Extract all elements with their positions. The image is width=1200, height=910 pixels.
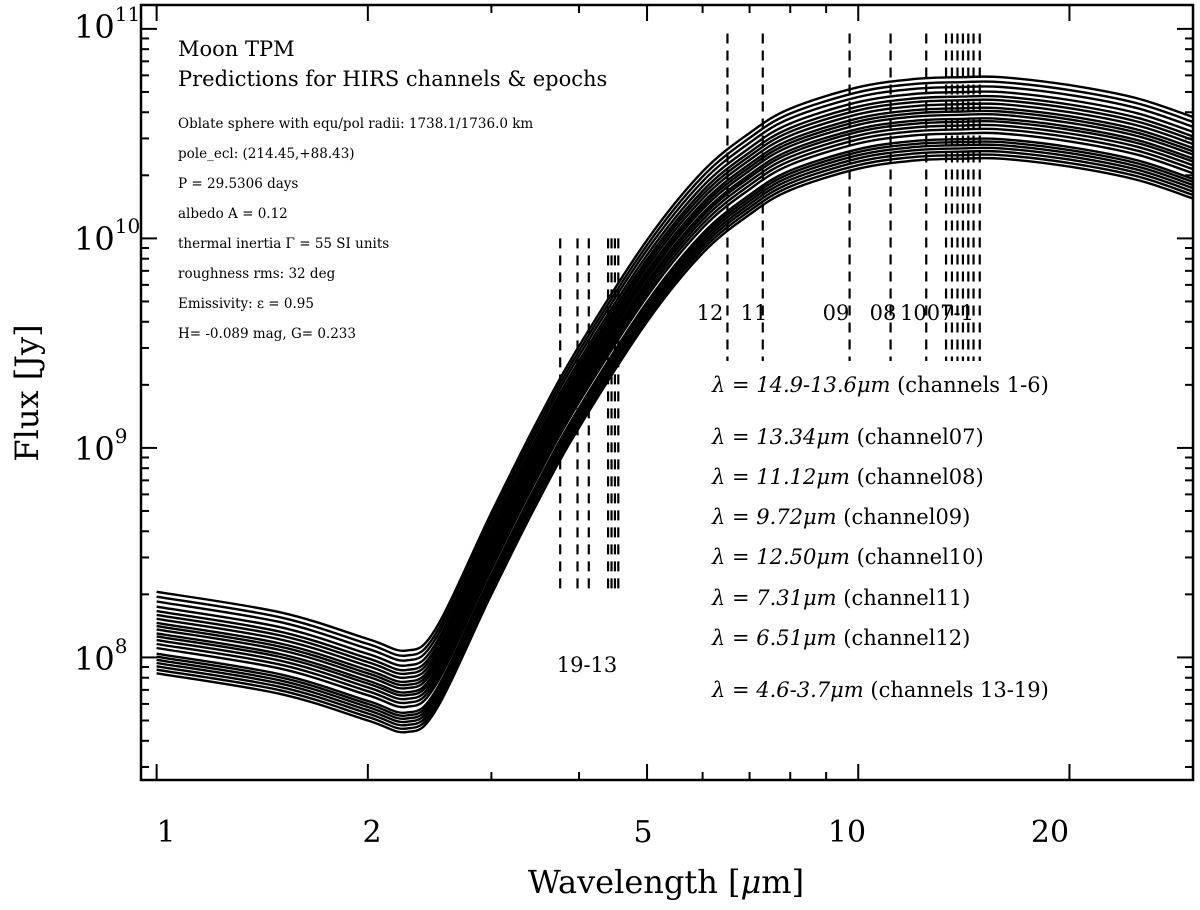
legend-entry: λ = 12.50μm (channel10)	[711, 545, 984, 569]
channel-group-label: 19-13	[557, 653, 618, 677]
model-param: H= -0.089 mag, G= 0.233	[178, 326, 356, 342]
flux-curve	[156, 123, 1194, 701]
flux-curve	[156, 146, 1194, 724]
legend-entry: λ = 11.12μm (channel08)	[711, 465, 984, 489]
flux-curve	[156, 127, 1194, 705]
x-tick-label: 2	[362, 815, 381, 850]
legend-entry: λ = 9.72μm (channel09)	[711, 505, 970, 529]
y-tick-label: 1010	[74, 214, 140, 258]
flux-curve	[156, 112, 1194, 690]
channel-labels: 12 11 09 08 1007-1 19-13	[557, 301, 974, 677]
flux-curve	[156, 80, 1194, 658]
flux-curve	[156, 98, 1194, 676]
y-tick-label: 109	[74, 424, 127, 468]
flux-curve	[156, 106, 1194, 684]
flux-curve	[156, 116, 1194, 694]
model-param: pole_ecl: (214.45,+88.43)	[178, 146, 355, 162]
flux-curve	[156, 85, 1194, 662]
model-param: albedo A = 0.12	[178, 206, 288, 222]
flux-curve	[156, 75, 1194, 653]
channel-label: 09	[823, 301, 850, 325]
channel-label: 08	[870, 301, 897, 325]
x-tick-label: 20	[1031, 815, 1069, 850]
axis-ticks	[141, 5, 1194, 780]
channel-label: 11	[741, 301, 768, 325]
model-param: roughness rms: 32 deg	[178, 266, 336, 282]
x-tick-labels: 1 2 5 10 20	[156, 815, 1069, 850]
flux-curve	[156, 109, 1194, 687]
flux-curve	[156, 131, 1194, 709]
legend-entry: λ = 7.31μm (channel11)	[711, 586, 970, 610]
flux-curve	[156, 137, 1194, 715]
plot-frame	[139, 3, 1195, 782]
x-tick-label: 1	[156, 815, 175, 850]
flux-curve	[156, 149, 1194, 727]
flux-curve	[156, 156, 1194, 734]
x-tick-label: 10	[828, 815, 866, 850]
model-parameters: Oblate sphere with equ/pol radii: 1738.1…	[178, 116, 533, 342]
chart-subtitle: Predictions for HIRS channels & epochs	[178, 67, 607, 91]
legend: λ = 14.9-13.6μm (channels 1-6) λ = 13.34…	[711, 373, 1049, 702]
model-param: thermal inertia Γ = 55 SI units	[178, 236, 389, 252]
model-param: Emissivity: ε = 0.95	[178, 296, 314, 312]
legend-entry: λ = 13.34μm (channel07)	[711, 425, 984, 449]
chart-title: Moon TPM	[178, 37, 295, 61]
y-tick-label: 1011	[74, 2, 140, 46]
channel-group-label: 1007-1	[900, 301, 974, 325]
legend-entry: λ = 14.9-13.6μm (channels 1-6)	[711, 373, 1049, 397]
y-tick-labels: 108 109 1010 1011	[74, 2, 140, 678]
flux-curve	[156, 143, 1194, 721]
y-tick-label: 108	[74, 634, 127, 678]
model-param: Oblate sphere with equ/pol radii: 1738.1…	[178, 116, 533, 132]
x-axis-label: Wavelength [μm]	[528, 863, 804, 901]
channel-markers	[559, 33, 981, 595]
flux-curve	[156, 90, 1194, 667]
x-tick-label: 5	[633, 815, 652, 850]
legend-entry: λ = 6.51μm (channel12)	[711, 626, 970, 650]
flux-curves	[156, 75, 1194, 734]
y-axis-label: Flux [Jy]	[8, 324, 46, 461]
flux-curve	[156, 119, 1194, 697]
flux-curve	[156, 94, 1194, 672]
channel-label: 12	[697, 301, 724, 325]
flux-curve	[156, 153, 1194, 731]
model-param: P = 29.5306 days	[178, 176, 298, 192]
flux-curve	[156, 140, 1194, 717]
flux-curve	[156, 102, 1194, 680]
legend-entry: λ = 4.6-3.7μm (channels 13-19)	[711, 678, 1049, 702]
